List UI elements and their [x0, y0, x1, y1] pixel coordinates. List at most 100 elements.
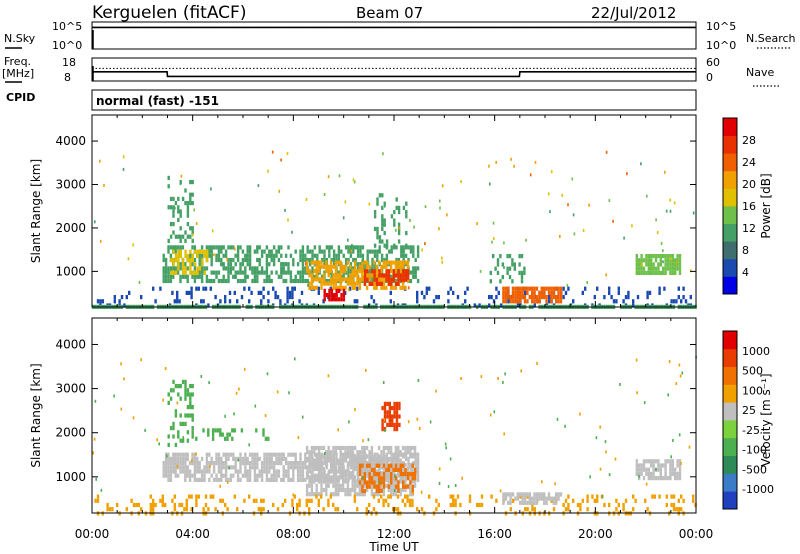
vel-data-cell: [299, 477, 302, 482]
power-data-cell: [188, 253, 192, 258]
power-data-speck: [323, 193, 326, 196]
power-data-cell: [385, 243, 389, 248]
vel-data-cell: [210, 456, 213, 461]
power-data-cell: [366, 249, 369, 254]
power-data-cell: [275, 270, 278, 275]
vel-data-cell: [394, 507, 397, 512]
vel-data-cell: [608, 502, 611, 508]
power-data-cell: [352, 245, 355, 250]
vel-data-cell: [264, 436, 268, 441]
vel-data-cell: [381, 427, 384, 432]
vel-data-cell: [468, 498, 472, 503]
vel-data-cell: [308, 498, 311, 503]
power-data-cell: [489, 279, 492, 284]
vel-data-cell: [320, 458, 323, 463]
power-data-cell: [674, 266, 677, 271]
power-data-cell: [320, 249, 324, 254]
vel-data-cell: [284, 456, 288, 461]
power-data-cell: [389, 260, 393, 265]
power-data-cell: [545, 299, 548, 304]
power-data-cell: [179, 226, 182, 231]
vel-data-cell: [368, 502, 371, 508]
power-data-cell: [265, 270, 269, 275]
vel-data-cell: [244, 469, 247, 474]
power-data-cell: [499, 254, 502, 259]
vel-data-cell: [373, 458, 376, 463]
vel-data-cell: [224, 502, 227, 508]
vel-data-cell: [171, 498, 174, 503]
power-data-cell: [296, 270, 300, 275]
vel-data-cell: [244, 461, 247, 466]
vel-data-cell: [164, 473, 168, 478]
power-data-cell: [354, 245, 357, 250]
power-data-cell: [516, 295, 519, 300]
vel-data-cell: [502, 496, 505, 501]
power-data-cell: [169, 278, 173, 284]
vel-data-cell: [645, 467, 648, 472]
power-data-speck: [384, 204, 386, 208]
power-data-cell: [555, 299, 558, 304]
power-data-cell: [397, 260, 400, 265]
vel-data-cell: [251, 465, 254, 470]
power-data-cell: [248, 249, 252, 254]
power-data-cell: [409, 278, 413, 284]
power-data-cell: [329, 277, 333, 282]
vel-data-cell: [205, 469, 209, 474]
power-data-cell: [627, 295, 630, 300]
power-data-cell: [638, 266, 641, 271]
power-data-cell: [682, 295, 685, 300]
power-data-cell: [154, 299, 157, 304]
power-data-cell: [545, 286, 548, 291]
vel-data-cell: [214, 428, 217, 433]
power-data-cell: [645, 254, 648, 259]
vel-data-speck: [556, 417, 559, 421]
power-data-cell: [272, 253, 276, 258]
vel-data-cell: [130, 498, 133, 503]
vel-data-cell: [395, 406, 399, 411]
power-data-cell: [540, 295, 543, 300]
power-data-cell: [400, 249, 403, 254]
vel-data-speck: [608, 473, 611, 477]
power-data-cell: [277, 274, 281, 279]
vel-data-cell: [169, 388, 173, 393]
vel-data-cell: [373, 475, 376, 480]
power-data-speck: [271, 150, 274, 154]
vel-data-cell: [511, 492, 515, 497]
vel-data-cell: [393, 401, 396, 406]
vel-data-cell: [559, 492, 563, 497]
vel-data-cell: [353, 492, 357, 497]
vel-data-cell: [184, 379, 187, 384]
vel-data-cell: [634, 498, 637, 503]
vel-data-cell: [381, 418, 384, 423]
vel-data-speck: [493, 410, 496, 414]
vel-data-cell: [260, 507, 263, 512]
vel-data-cell: [351, 475, 354, 480]
power-data-cell: [215, 274, 218, 279]
vel-data-cell: [320, 466, 323, 472]
vel-data-cell: [308, 475, 311, 480]
vel-data-cell: [401, 498, 404, 503]
vel-data-cell: [664, 459, 667, 464]
vel-data-cell: [241, 461, 245, 466]
vel-data-speck: [499, 489, 502, 493]
vel-data-cell: [543, 500, 546, 505]
vel-data-cell: [662, 476, 665, 481]
vel-data-cell: [337, 465, 341, 470]
vel-data-cell: [692, 498, 695, 503]
vel-data-cell: [368, 484, 371, 489]
power-data-cell: [317, 260, 321, 265]
vel-data-cell: [186, 413, 190, 418]
vel-data-cell: [349, 465, 353, 470]
power-data-cell: [220, 278, 223, 284]
noise-panel-frame: [91, 21, 697, 50]
power-data-speck: [352, 178, 355, 182]
power-data-cell: [509, 299, 512, 304]
power-data-cell: [270, 278, 273, 284]
vel-data-cell: [332, 445, 335, 451]
vel-data-cell: [172, 426, 175, 431]
vel-data-cell: [416, 456, 420, 461]
vel-data-cell: [390, 476, 393, 481]
power-data-cell: [311, 270, 314, 275]
vel-data-cell: [167, 473, 170, 478]
power-data-cell: [555, 286, 558, 291]
